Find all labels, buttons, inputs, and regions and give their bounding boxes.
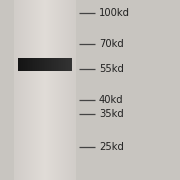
- Bar: [18, 58, 72, 71]
- Text: 55kd: 55kd: [99, 64, 124, 74]
- Text: 40kd: 40kd: [99, 95, 124, 105]
- Text: 100kd: 100kd: [99, 8, 130, 18]
- Text: 35kd: 35kd: [99, 109, 124, 119]
- Text: 25kd: 25kd: [99, 142, 124, 152]
- Text: 70kd: 70kd: [99, 39, 124, 49]
